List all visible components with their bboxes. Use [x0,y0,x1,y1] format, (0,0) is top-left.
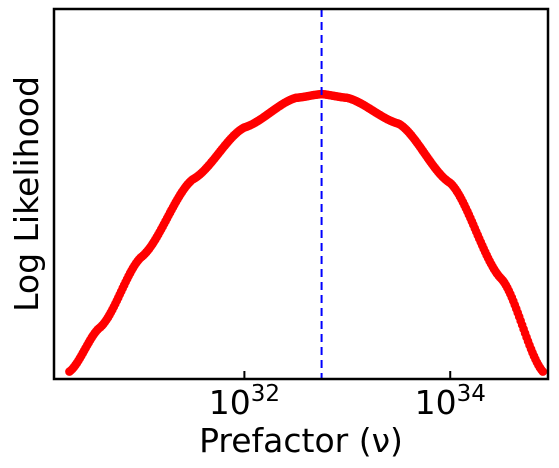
x-ticks: 1032 1034 [209,371,486,422]
x-tick-label: 1032 [209,381,280,422]
x-axis-label: Prefactor (ν) [199,421,403,460]
plot-frame [52,7,550,381]
plot-area [54,9,548,379]
data-point [538,367,548,376]
y-axis-label: Log Likelihood [7,76,46,312]
scatter-points [65,89,548,376]
x-tick-label: 1034 [415,381,486,422]
